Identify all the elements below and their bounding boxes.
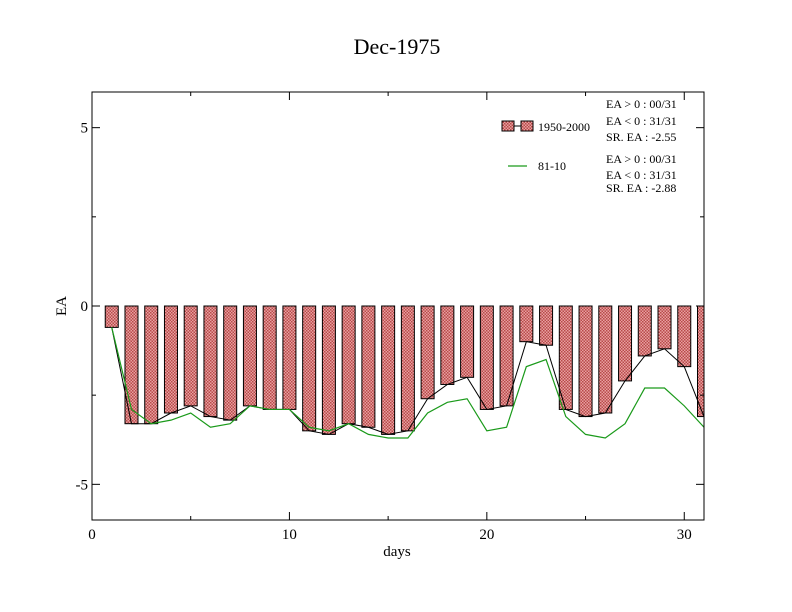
x-axis-label: days <box>383 544 411 560</box>
stat-annotation: EA < 0 : 31/31 <box>606 168 677 182</box>
bar <box>677 305 692 368</box>
x-tick-label: 0 <box>88 527 96 543</box>
bar <box>282 305 297 410</box>
bar <box>321 305 336 435</box>
bar <box>420 305 435 400</box>
bar <box>479 305 494 410</box>
legend: 1950-2000 81-10 EA > 0 : 00/31 EA < 0 : 31/… <box>501 97 677 195</box>
bar <box>183 305 198 407</box>
bar <box>637 305 652 357</box>
bar <box>440 305 455 385</box>
bar <box>618 305 633 382</box>
bar <box>539 305 554 346</box>
bar <box>381 305 396 435</box>
stat-annotation: EA > 0 : 00/31 <box>606 97 677 111</box>
bar <box>163 305 178 414</box>
y-axis-label: EA <box>54 296 70 316</box>
x-tick-label: 10 <box>282 527 297 543</box>
legend-swatch-1950-2000 <box>520 120 534 132</box>
series-line-81-10 <box>111 327 704 439</box>
y-tick-label: 5 <box>81 121 89 137</box>
y-tick-label: 0 <box>81 299 89 315</box>
bar <box>460 305 475 378</box>
stat-annotation: EA < 0 : 31/31 <box>606 114 677 128</box>
stat-annotation: SR. EA : -2.55 <box>606 130 676 144</box>
series-line-1950-2000 <box>111 327 704 435</box>
bar <box>697 305 704 418</box>
x-tick-label: 30 <box>677 527 692 543</box>
bar <box>203 305 218 418</box>
bar <box>341 305 356 425</box>
bar <box>302 305 317 432</box>
bar <box>361 305 376 428</box>
plot-area <box>104 305 704 439</box>
bar <box>519 305 534 343</box>
y-tick-label: -5 <box>76 477 89 493</box>
legend-swatch-1950-2000 <box>501 120 515 132</box>
bar <box>400 305 415 432</box>
bar <box>104 305 119 328</box>
bar <box>223 305 238 421</box>
stat-annotation: SR. EA : -2.88 <box>606 181 676 195</box>
legend-label-1950-2000: 1950-2000 <box>538 120 590 134</box>
bar <box>598 305 613 414</box>
bar <box>657 305 672 350</box>
legend-label-81-10: 81-10 <box>538 159 566 173</box>
bar <box>242 305 257 407</box>
bar <box>144 305 159 425</box>
x-tick-label: 20 <box>479 527 494 543</box>
bar <box>262 305 277 410</box>
bar <box>124 305 139 425</box>
stat-annotation: EA > 0 : 00/31 <box>606 152 677 166</box>
chart-title: Dec-1975 <box>354 34 441 59</box>
bar <box>578 305 593 418</box>
